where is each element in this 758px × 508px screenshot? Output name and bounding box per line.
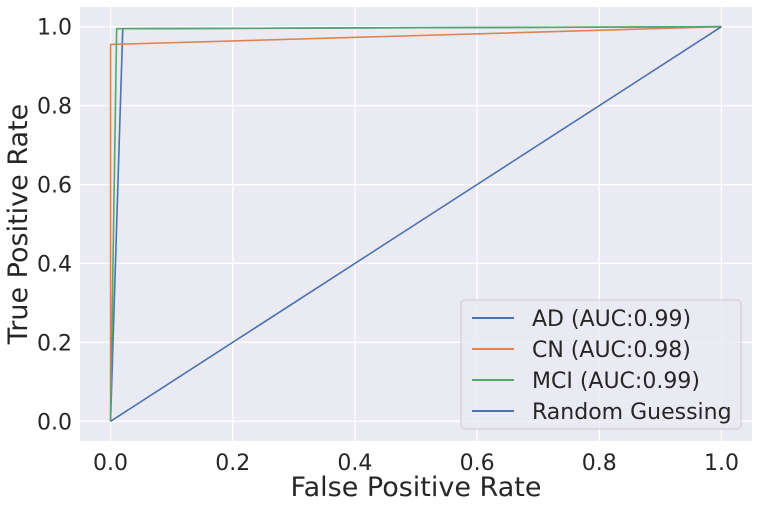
legend-label: AD (AUC:0.99) — [532, 307, 691, 332]
legend-label: MCI (AUC:0.99) — [532, 369, 700, 394]
x-tick-label: 0.8 — [582, 451, 617, 476]
legend: AD (AUC:0.99) CN (AUC:0.98) MCI (AUC:0.99)… — [460, 299, 742, 430]
series-line-random-guessing — [110, 26, 722, 422]
y-tick-label: 0.8 — [37, 95, 72, 120]
y-tick-label: 0.0 — [37, 410, 72, 435]
legend-frame — [460, 299, 742, 430]
legend-label: CN (AUC:0.98) — [532, 338, 691, 363]
series-lines — [109, 25, 722, 422]
series-line-cn-auc-0-98 — [109, 25, 722, 422]
y-tick-labels: 0.0 0.2 0.4 0.6 0.8 1.0 — [37, 16, 72, 436]
x-tick-label: 0.2 — [215, 451, 250, 476]
y-tick-label: 0.4 — [37, 252, 72, 277]
x-axis-title: False Positive Rate — [291, 472, 542, 503]
y-tick-label: 1.0 — [37, 16, 72, 41]
grid-lines — [80, 7, 752, 441]
legend-label: Random Guessing — [532, 400, 732, 425]
y-axis-title: True Positive Rate — [3, 104, 34, 346]
y-tick-label: 0.2 — [37, 331, 72, 356]
y-tick-label: 0.6 — [37, 174, 72, 199]
x-tick-label: 0.6 — [460, 451, 495, 476]
x-tick-label: 1.0 — [704, 451, 739, 476]
x-tick-label: 0.4 — [337, 451, 372, 476]
x-tick-label: 0.0 — [93, 451, 128, 476]
series-line-mci-auc-0-99 — [109, 25, 722, 422]
x-tick-labels: 0.0 0.2 0.4 0.6 0.8 1.0 — [93, 451, 739, 476]
